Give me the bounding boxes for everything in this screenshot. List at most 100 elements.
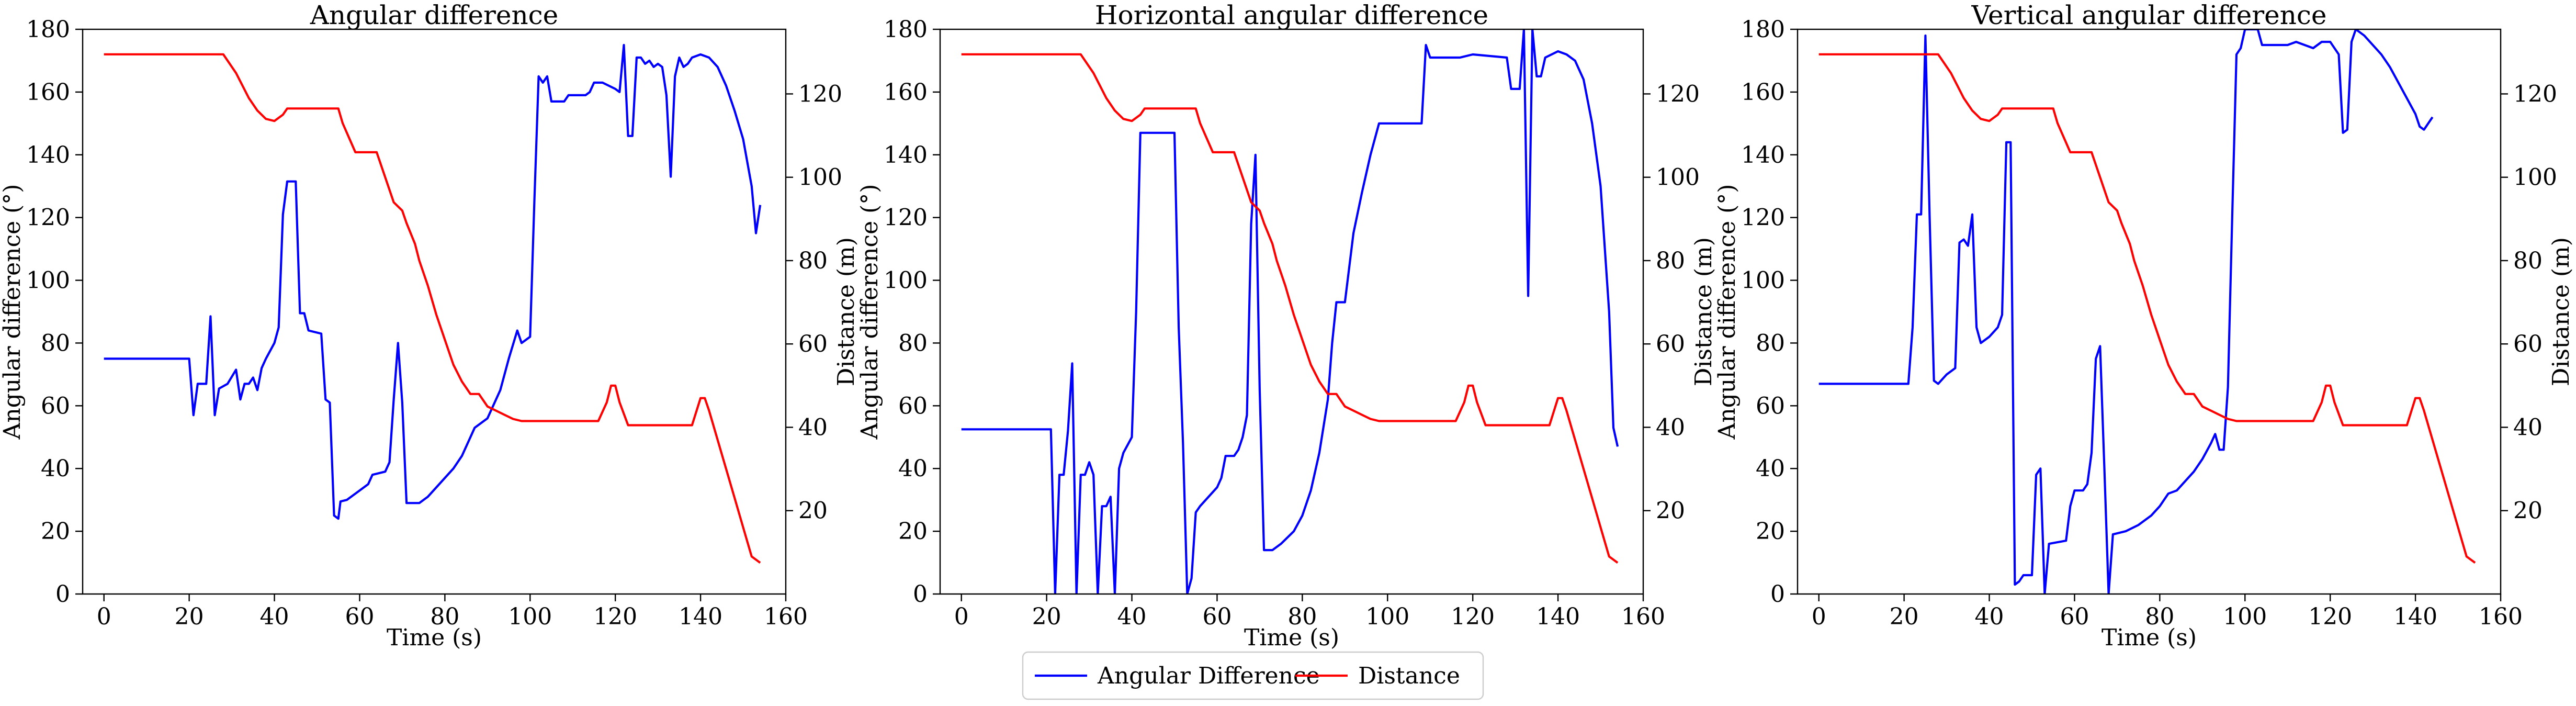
y-left-tick-label: 60 xyxy=(41,393,70,419)
x-tick-label: 20 xyxy=(1032,603,1061,630)
y-left-tick-label: 160 xyxy=(26,79,70,106)
x-tick-label: 40 xyxy=(1975,603,2004,630)
x-tick-label: 120 xyxy=(1451,603,1495,630)
x-axis-label: Time (s) xyxy=(2102,624,2197,651)
y-right-tick-label: 40 xyxy=(798,414,828,441)
y-right-axis-label: Distance (m) xyxy=(2548,237,2574,386)
x-tick-label: 140 xyxy=(1536,603,1580,630)
y-left-tick-label: 160 xyxy=(884,79,928,106)
y-left-tick-label: 0 xyxy=(913,581,928,608)
chart-title: Horizontal angular difference xyxy=(1095,0,1488,30)
y-left-tick-label: 80 xyxy=(898,330,928,356)
y-right-tick-label: 60 xyxy=(1656,331,1685,357)
legend-box xyxy=(1022,651,1484,700)
y-right-tick-label: 120 xyxy=(798,81,842,107)
x-tick-label: 120 xyxy=(2308,603,2352,630)
y-left-tick-label: 20 xyxy=(898,518,928,545)
y-left-tick-label: 140 xyxy=(1741,142,1785,169)
x-tick-label: 0 xyxy=(1812,603,1826,630)
legend: Angular Difference Distance xyxy=(1022,651,1484,700)
series-line-angular-difference xyxy=(961,29,1619,594)
chart-panel-3: 0 20 40 60 80 100 120 140 160 0 20 40 60 80 100 120 140 1… xyxy=(1714,0,2574,651)
y-left-tick-label: 20 xyxy=(1756,518,1785,545)
y-left-tick-label: 100 xyxy=(884,267,928,294)
x-tick-label: 60 xyxy=(2060,603,2089,630)
y-left-tick-label: 40 xyxy=(1756,455,1785,482)
y-left-tick-label: 100 xyxy=(1741,267,1785,294)
x-tick-label: 100 xyxy=(2223,603,2267,630)
x-tick-label: 140 xyxy=(2393,603,2437,630)
x-tick-label: 60 xyxy=(345,603,374,630)
y-left-tick-label: 180 xyxy=(26,16,70,43)
y-left-tick-label: 180 xyxy=(884,16,928,43)
y-left-tick-label: 160 xyxy=(1741,79,1785,106)
y-left-tick-label: 180 xyxy=(1741,16,1785,43)
x-tick-label: 160 xyxy=(764,603,808,630)
plot-frame xyxy=(939,28,1644,595)
y-left-tick-label: 140 xyxy=(884,142,928,169)
y-right-tick-label: 40 xyxy=(1656,414,1685,441)
plot-frame xyxy=(1797,28,2502,595)
y-right-tick-label: 80 xyxy=(2513,248,2543,274)
x-tick-label: 20 xyxy=(175,603,204,630)
y-right-tick-label: 80 xyxy=(1656,248,1685,274)
x-tick-label: 160 xyxy=(2479,603,2523,630)
y-right-tick-label: 120 xyxy=(1656,81,1700,107)
y-right-tick-label: 100 xyxy=(1656,164,1700,191)
y-left-tick-label: 120 xyxy=(884,205,928,231)
x-tick-label: 80 xyxy=(1287,603,1317,630)
y-left-tick-label: 120 xyxy=(1741,205,1785,231)
y-right-tick-label: 120 xyxy=(2513,81,2557,107)
y-left-tick-label: 80 xyxy=(41,330,70,356)
y-left-tick-label: 0 xyxy=(1770,581,1785,608)
y-left-axis-label: Angular difference (°) xyxy=(1714,184,1741,440)
chart-panel-1: 0 20 40 60 80 100 120 140 160 0 20 40 60 80 100 120 140 1… xyxy=(0,0,860,651)
y-right-tick-label: 100 xyxy=(2513,164,2557,191)
x-tick-label: 40 xyxy=(1117,603,1147,630)
y-left-tick-label: 100 xyxy=(26,267,70,294)
y-left-tick-label: 140 xyxy=(26,142,70,169)
y-right-axis-label: Distance (m) xyxy=(833,237,860,386)
y-right-axis-label: Distance (m) xyxy=(1690,237,1717,386)
x-tick-label: 100 xyxy=(1365,603,1409,630)
x-tick-label: 160 xyxy=(1621,603,1665,630)
y-left-axis-label: Angular difference (°) xyxy=(0,184,26,440)
y-left-axis-label: Angular difference (°) xyxy=(856,184,883,440)
chart-title: Vertical angular difference xyxy=(1971,0,2326,30)
y-left-tick-label: 40 xyxy=(41,455,70,482)
x-tick-label: 140 xyxy=(679,603,722,630)
y-left-tick-label: 40 xyxy=(898,455,928,482)
series-line-distance xyxy=(104,53,761,564)
x-tick-label: 80 xyxy=(430,603,459,630)
y-right-tick-label: 60 xyxy=(798,331,828,357)
legend-label-distance: Distance xyxy=(1358,663,1460,689)
x-tick-label: 60 xyxy=(1202,603,1231,630)
y-right-tick-label: 80 xyxy=(798,248,828,274)
y-left-tick-label: 120 xyxy=(26,205,70,231)
series-line-distance xyxy=(1818,53,2476,564)
y-right-tick-label: 60 xyxy=(2513,331,2543,357)
x-axis-label: Time (s) xyxy=(387,624,482,651)
x-tick-label: 0 xyxy=(97,603,111,630)
chart-title: Angular difference xyxy=(310,0,559,30)
y-right-tick-label: 20 xyxy=(798,498,828,524)
plot-frame xyxy=(82,28,787,595)
x-tick-label: 120 xyxy=(593,603,637,630)
y-right-tick-label: 20 xyxy=(1656,498,1685,524)
series-line-angular-difference xyxy=(104,43,762,520)
chart-panel-2: 0 20 40 60 80 100 120 140 160 0 20 40 60 80 100 120 140 1… xyxy=(856,0,1717,651)
x-tick-label: 80 xyxy=(2145,603,2174,630)
y-left-tick-label: 0 xyxy=(55,581,70,608)
x-axis-label: Time (s) xyxy=(1244,624,1339,651)
y-right-tick-label: 20 xyxy=(2513,498,2543,524)
y-left-tick-label: 20 xyxy=(41,518,70,545)
series-line-distance xyxy=(961,53,1619,564)
legend-label-angular-difference: Angular Difference xyxy=(1097,663,1320,689)
x-tick-label: 40 xyxy=(260,603,289,630)
y-left-tick-label: 60 xyxy=(898,393,928,419)
x-tick-label: 100 xyxy=(508,603,552,630)
y-right-tick-label: 40 xyxy=(2513,414,2543,441)
series-line-angular-difference xyxy=(1818,29,2434,594)
x-tick-label: 0 xyxy=(954,603,969,630)
